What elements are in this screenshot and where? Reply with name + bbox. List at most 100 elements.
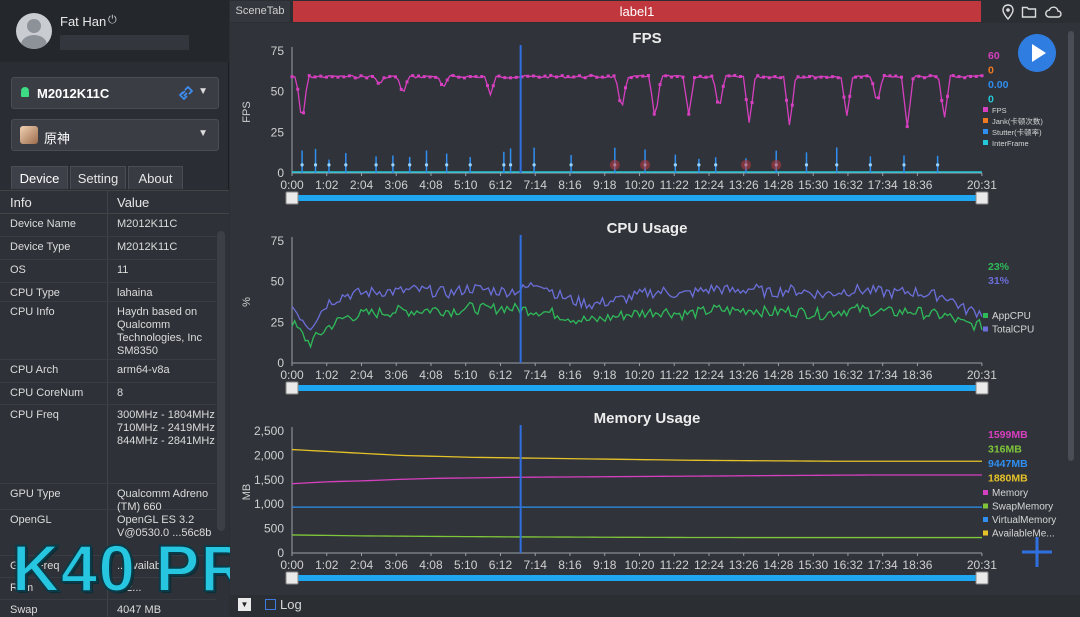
fps-point	[336, 75, 340, 79]
play-button[interactable]	[1018, 34, 1056, 72]
x-tick-label: 9:18	[593, 368, 617, 382]
x-tick-label: 12:24	[694, 178, 724, 192]
cloud-icon[interactable]	[1044, 4, 1062, 20]
fps-point	[388, 75, 392, 79]
table-row: Device Name M2012K11C	[0, 214, 216, 237]
folder-icon[interactable]	[1021, 4, 1037, 20]
fps-point	[348, 74, 351, 78]
x-tick-label: 7:14	[524, 368, 548, 382]
legend-label: SwapMemory	[992, 502, 1053, 513]
x-tick-label: 7:14	[524, 178, 548, 192]
scene-tab[interactable]: SceneTab	[230, 1, 290, 22]
fps-point	[871, 82, 875, 86]
power-icon[interactable]: ⏻	[108, 14, 117, 26]
current-value: 1880MB	[988, 473, 1028, 485]
label-tab[interactable]: label1	[293, 1, 981, 22]
row-value: 11	[117, 264, 129, 276]
range-slider-handle-left	[285, 191, 299, 205]
interframe-point	[508, 163, 513, 167]
memory-usage-chart[interactable]: Memory Usage MB 0 500 1,000 1,500 2,000 2,500 0:…	[230, 403, 1070, 595]
fps-point	[750, 101, 754, 105]
fps-point	[371, 74, 374, 78]
range-slider-handle-left	[285, 381, 299, 395]
legend-swatch	[983, 517, 988, 522]
fps-point	[744, 98, 748, 102]
range-slider-track	[296, 195, 980, 201]
current-value: 1599MB	[988, 429, 1028, 441]
tab-setting[interactable]: Setting	[70, 166, 126, 189]
fps-point	[836, 76, 840, 80]
legend-label: AvailableMe...	[992, 529, 1055, 540]
interframe-point	[313, 163, 318, 167]
main-scrollbar[interactable]	[1068, 31, 1074, 461]
fps-point	[911, 77, 915, 81]
x-tick-label: 11:22	[660, 178, 689, 192]
fps-point	[583, 76, 587, 80]
fps-point	[957, 75, 961, 79]
user-avatar-icon[interactable]	[16, 13, 52, 49]
chevron-down-icon[interactable]: ▼	[238, 598, 251, 611]
fps-point	[353, 76, 357, 80]
x-tick-label: 17:34	[868, 558, 898, 572]
cpu-usage-chart[interactable]: CPU Usage% 0 25 50 75 0:00 1:02 2:04 3:06 4:08 5:1…	[230, 213, 1070, 403]
fps-point	[733, 73, 737, 77]
series-line-totalcpu	[291, 281, 983, 331]
tab-device[interactable]: Device	[11, 166, 68, 189]
legend-swatch	[983, 503, 988, 509]
legend-swatch	[983, 530, 988, 536]
fps-point	[951, 74, 955, 78]
fps-point	[802, 75, 806, 79]
x-tick-label: 6:12	[489, 178, 513, 192]
y-axis-label: %	[241, 297, 253, 307]
fps-point	[606, 74, 610, 78]
fps-point	[693, 76, 696, 80]
fps-point	[595, 75, 599, 79]
y-tick-label: 75	[271, 44, 285, 58]
x-tick-label: 5:10	[454, 558, 478, 572]
location-pin-icon[interactable]	[1000, 4, 1016, 20]
tab-about[interactable]: About	[128, 166, 183, 189]
current-value: 0.00	[988, 79, 1009, 91]
table-row: Swap 4047 MB	[0, 600, 216, 617]
user-profile: Fat Han ⏻	[0, 0, 229, 62]
fps-point	[549, 73, 553, 77]
row-key: Swap	[10, 604, 38, 616]
fps-point	[647, 74, 650, 78]
x-tick-label: 4:08	[419, 178, 443, 192]
fps-point	[612, 74, 616, 78]
x-tick-label: 11:22	[660, 558, 689, 572]
link-icon[interactable]	[179, 86, 193, 100]
x-tick-label: 0:00	[280, 178, 304, 192]
chart-title: FPS	[632, 30, 661, 47]
legend-swatch	[983, 107, 988, 112]
x-tick-label: 13:26	[729, 368, 759, 382]
fps-point	[428, 75, 432, 79]
y-tick-label: 500	[264, 522, 284, 536]
fps-point	[704, 75, 708, 79]
fps-point	[877, 96, 880, 100]
fps-point	[974, 74, 978, 78]
x-tick-label: 12:24	[694, 558, 724, 572]
fps-point	[825, 75, 829, 79]
fps-point	[773, 75, 777, 79]
table-row: OpenGL OpenGL ES 3.2 V@0530.0 ...56c8b	[0, 510, 216, 556]
fps-point	[727, 74, 731, 78]
current-value: 0	[988, 94, 994, 106]
fps-point	[618, 99, 622, 103]
legend-swatch	[983, 313, 988, 318]
table-row: CPU Arch arm64-v8a	[0, 360, 216, 383]
x-tick-label: 20:31	[967, 178, 997, 192]
fps-point	[526, 74, 530, 78]
user-id-redacted	[60, 35, 189, 50]
device-selector[interactable]: M2012K11C ▼	[11, 77, 219, 109]
x-tick-label: 20:31	[967, 558, 997, 572]
app-selector[interactable]: 原神 ▼	[11, 119, 219, 151]
interframe-point	[835, 163, 839, 167]
log-checkbox[interactable]	[265, 599, 276, 610]
sidebar-scrollbar[interactable]	[217, 231, 225, 531]
row-key: Device Name	[10, 218, 77, 230]
plus-icon[interactable]	[1019, 534, 1055, 570]
bottom-bar: ▼ Log	[230, 595, 1080, 617]
fps-point	[854, 75, 857, 79]
